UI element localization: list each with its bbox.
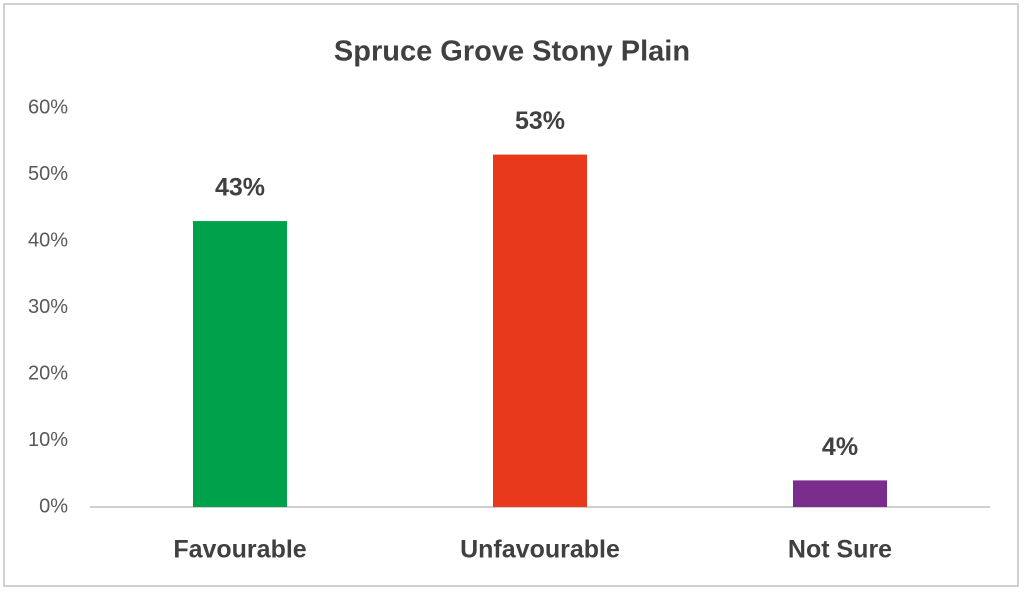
y-tick-label: 50%: [28, 163, 68, 185]
value-label: 43%: [215, 174, 265, 202]
bar: [193, 221, 287, 508]
y-tick-label: 30%: [28, 296, 68, 318]
chart-title: Spruce Grove Stony Plain: [334, 36, 690, 68]
value-label: 53%: [515, 107, 565, 135]
y-tick-label: 0%: [39, 495, 68, 517]
y-tick-label: 60%: [28, 96, 68, 118]
y-tick-label: 40%: [28, 229, 68, 251]
value-label: 4%: [822, 433, 858, 461]
y-tick-label: 10%: [28, 429, 68, 451]
bar: [493, 154, 587, 508]
x-tick-label: Not Sure: [788, 536, 892, 564]
x-tick-label: Favourable: [173, 536, 306, 564]
y-tick-label: 20%: [28, 362, 68, 384]
bar: [793, 480, 887, 507]
x-tick-label: Unfavourable: [460, 536, 620, 564]
